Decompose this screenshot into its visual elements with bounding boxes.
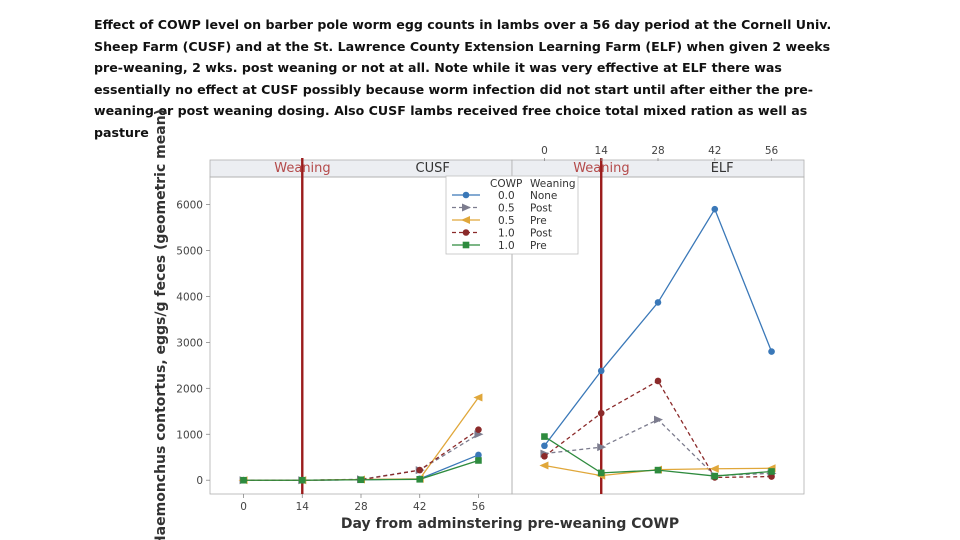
data-point — [541, 453, 548, 460]
data-point — [461, 216, 470, 224]
legend-cowp: 0.5 — [498, 215, 515, 227]
y-tick-label: 3000 — [176, 337, 203, 349]
legend-box — [445, 175, 579, 255]
y-axis-label: Haemonchus contortus, eggs/g feces (geom… — [153, 109, 169, 540]
data-point — [462, 229, 470, 236]
data-point — [462, 241, 470, 249]
y-tick-label: 2000 — [176, 383, 203, 395]
data-point — [597, 409, 605, 417]
y-tick-label: 0 — [196, 475, 203, 487]
series-line-cusf-0-5-post — [243, 433, 479, 481]
legend-cowp: 0.0 — [498, 190, 515, 202]
legend-cowp: 1.0 — [498, 240, 515, 252]
x-tick-label: 28 — [354, 501, 367, 513]
x-tick-label: 56 — [472, 501, 486, 513]
x-axis-label: Day from adminstering pre-weaning COWP — [341, 516, 679, 532]
x-tick-label: 0 — [541, 145, 548, 157]
panel-strip-elf — [511, 159, 805, 178]
data-point — [654, 299, 662, 306]
data-point — [240, 476, 247, 484]
panel-strip-cusf — [209, 159, 513, 178]
data-point — [654, 415, 663, 424]
legend-header-cowp: COWP — [490, 178, 522, 190]
data-point — [475, 457, 482, 464]
x-tick-label: 56 — [765, 145, 779, 157]
x-tick-label: 14 — [296, 501, 310, 513]
data-point — [473, 393, 483, 402]
panel-title-cusf: CUSF — [416, 161, 450, 176]
panel-frame-elf — [511, 176, 805, 495]
x-tick-label: 0 — [240, 501, 247, 513]
legend-cowp: 0.5 — [498, 203, 515, 215]
y-tick-label: 5000 — [176, 246, 203, 258]
y-tick-label: 6000 — [176, 200, 203, 212]
data-point — [768, 348, 775, 355]
panel-title-elf: ELF — [711, 161, 734, 176]
data-point — [711, 205, 719, 213]
data-point — [462, 191, 470, 199]
data-point — [416, 466, 424, 474]
data-point — [475, 426, 482, 433]
weaning-label-elf: Weaning — [573, 161, 629, 176]
data-point — [416, 475, 424, 483]
x-tick-label: 42 — [413, 501, 426, 513]
data-point — [711, 472, 719, 480]
x-tick-label: 42 — [708, 145, 721, 157]
data-point — [298, 476, 306, 484]
weaning-label-cusf: Weaning — [274, 161, 330, 176]
legend-weaning: Post — [530, 203, 552, 215]
data-point — [541, 442, 548, 450]
data-point — [597, 469, 605, 477]
y-tick-label: 4000 — [176, 291, 203, 303]
data-point — [475, 451, 482, 459]
legend-header-weaning: Weaning — [530, 178, 576, 190]
data-point — [654, 466, 662, 474]
x-tick-label: 14 — [595, 145, 609, 157]
chart-caption: Effect of COWP level on barber pole worm… — [94, 17, 832, 140]
data-point — [597, 443, 607, 452]
data-point — [768, 473, 775, 480]
data-point — [462, 203, 471, 212]
legend-weaning: Post — [530, 228, 552, 240]
data-point — [541, 433, 548, 440]
legend-weaning: None — [530, 190, 557, 202]
data-point — [357, 476, 365, 484]
legend-cowp: 1.0 — [498, 228, 515, 240]
data-point — [768, 468, 775, 475]
legend-weaning: Pre — [530, 215, 547, 227]
data-point — [654, 377, 662, 385]
y-tick-label: 1000 — [176, 429, 203, 441]
legend-weaning: Pre — [530, 240, 547, 252]
x-tick-label: 28 — [651, 145, 664, 157]
data-point — [709, 464, 719, 473]
data-point — [597, 367, 605, 375]
data-point — [539, 461, 549, 470]
